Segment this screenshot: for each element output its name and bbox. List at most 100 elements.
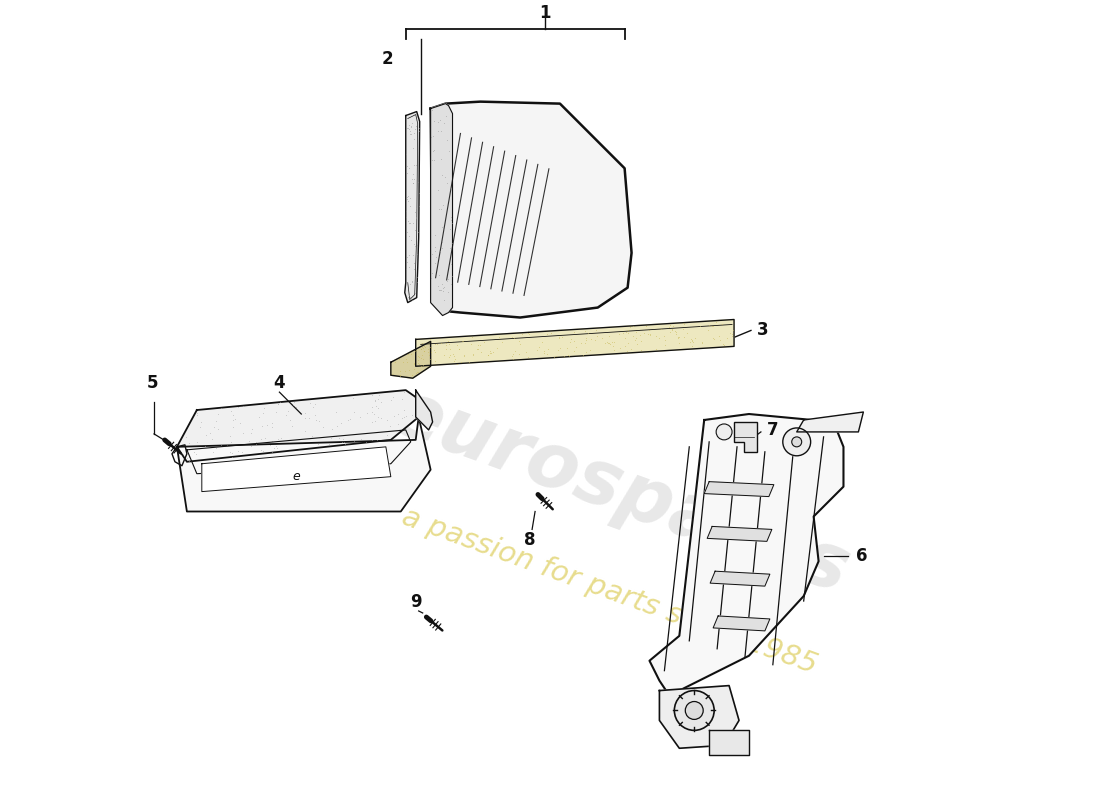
Point <box>352 432 370 445</box>
Point <box>414 349 431 362</box>
Point <box>581 343 598 356</box>
Point <box>408 366 426 379</box>
Point <box>267 439 285 452</box>
Point <box>265 442 283 454</box>
Point <box>408 248 426 261</box>
Point <box>433 168 451 181</box>
Point <box>264 434 282 447</box>
Point <box>327 430 344 442</box>
Point <box>433 220 451 233</box>
Point <box>201 426 219 439</box>
Polygon shape <box>416 319 734 366</box>
Point <box>410 125 428 138</box>
Point <box>449 357 466 370</box>
Point <box>191 421 209 434</box>
Point <box>323 422 341 435</box>
Point <box>395 410 412 423</box>
Point <box>482 344 499 357</box>
Point <box>345 406 363 419</box>
Point <box>180 450 198 463</box>
Text: e: e <box>293 470 300 483</box>
Point <box>693 335 711 348</box>
Point <box>624 320 641 333</box>
Point <box>427 250 444 263</box>
Point <box>530 341 548 354</box>
Point <box>407 206 425 218</box>
Point <box>705 333 723 346</box>
Point <box>364 406 382 418</box>
Point <box>565 334 583 347</box>
Point <box>565 345 583 358</box>
Point <box>372 411 389 424</box>
Point <box>412 352 430 365</box>
Point <box>491 330 508 343</box>
Point <box>351 410 369 423</box>
Point <box>340 414 358 426</box>
Point <box>704 319 722 332</box>
Point <box>270 398 287 410</box>
Point <box>437 171 454 184</box>
Point <box>409 350 427 362</box>
Point <box>470 342 487 355</box>
Point <box>647 330 664 342</box>
Point <box>446 354 463 367</box>
Point <box>426 257 443 270</box>
Point <box>307 398 324 410</box>
Point <box>469 338 486 351</box>
Polygon shape <box>177 417 430 511</box>
Point <box>196 440 213 453</box>
Point <box>682 335 700 348</box>
Point <box>704 331 722 344</box>
Point <box>370 392 387 405</box>
Point <box>553 330 571 343</box>
Point <box>392 364 409 377</box>
Point <box>664 319 682 332</box>
Point <box>283 420 300 433</box>
Point <box>683 334 701 346</box>
Point <box>408 239 426 252</box>
Point <box>410 122 428 134</box>
Point <box>302 430 320 442</box>
Point <box>394 412 411 425</box>
Point <box>675 330 693 343</box>
Text: 5: 5 <box>146 374 157 392</box>
Point <box>403 369 420 382</box>
Point <box>446 352 463 365</box>
Point <box>396 364 414 377</box>
Point <box>417 340 434 353</box>
Point <box>426 144 443 157</box>
Point <box>206 420 223 433</box>
Point <box>461 355 478 368</box>
Point <box>513 328 530 341</box>
Point <box>243 423 261 436</box>
Point <box>504 353 521 366</box>
Point <box>405 141 422 154</box>
Point <box>468 342 485 355</box>
Point <box>693 337 711 350</box>
Point <box>692 319 710 332</box>
Point <box>432 242 450 255</box>
Point <box>436 294 453 306</box>
Point <box>287 401 305 414</box>
Point <box>390 352 408 365</box>
Point <box>450 342 468 355</box>
Point <box>412 343 430 356</box>
Point <box>707 316 725 329</box>
Point <box>333 436 351 449</box>
Point <box>602 338 619 350</box>
Point <box>656 330 673 342</box>
Point <box>248 438 265 451</box>
Point <box>407 114 425 126</box>
Point <box>546 350 563 363</box>
Point <box>402 347 419 360</box>
Point <box>398 250 416 263</box>
Point <box>403 275 420 288</box>
Point <box>669 332 686 345</box>
Point <box>392 369 409 382</box>
Point <box>405 278 422 291</box>
Point <box>403 116 420 129</box>
Point <box>716 339 734 352</box>
Point <box>426 241 443 254</box>
Point <box>242 426 260 439</box>
Point <box>407 224 425 237</box>
